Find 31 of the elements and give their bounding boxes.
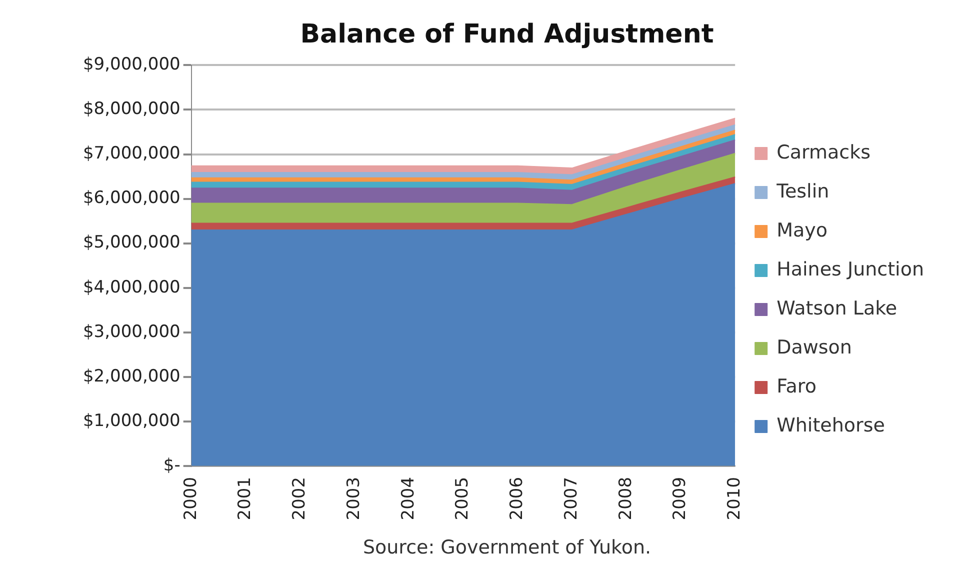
source-note: Source: Government of Yukon. [362, 536, 652, 559]
y-tick-label: $8,000,000 [82, 99, 180, 120]
legend-label: Faro [776, 375, 816, 398]
legend-label: Watson Lake [776, 297, 898, 320]
x-tick-label: 2005 [452, 476, 473, 520]
legend-label: Whitehorse [776, 414, 885, 436]
y-tick-label: $1,000,000 [82, 410, 180, 431]
y-tick-label: $6,000,000 [82, 188, 180, 208]
y-tick-label: $7,000,000 [82, 144, 180, 164]
legend-label: Haines Junction [776, 258, 924, 280]
x-tick-label: 2003 [344, 476, 364, 520]
y-tick-label: $3,000,000 [82, 322, 180, 342]
x-tick-label: 2009 [670, 476, 690, 520]
legend-label: Dawson [776, 336, 852, 358]
x-tick-label: 2008 [616, 476, 636, 520]
x-tick-label: 2001 [235, 476, 256, 520]
x-tick-label: 2006 [507, 476, 528, 520]
x-tick-label: 2007 [561, 476, 582, 520]
y-tick-label: $5,000,000 [82, 232, 180, 253]
y-tick-label: $- [163, 455, 180, 476]
y-tick-label: $4,000,000 [82, 277, 180, 298]
x-tick-label: 2002 [290, 476, 310, 520]
legend-label: Mayo [776, 219, 828, 242]
y-tick-label: $9,000,000 [82, 54, 180, 75]
x-tick-label: 2000 [180, 476, 201, 520]
x-tick-label: 2004 [398, 476, 418, 520]
y-tick-label: $2,000,000 [82, 366, 180, 386]
legend-label: Teslin [776, 180, 830, 202]
chart-title: Balance of Fund Adjustment [300, 19, 714, 50]
legend-label: Carmacks [776, 141, 870, 164]
x-tick-label: 2010 [724, 476, 745, 520]
